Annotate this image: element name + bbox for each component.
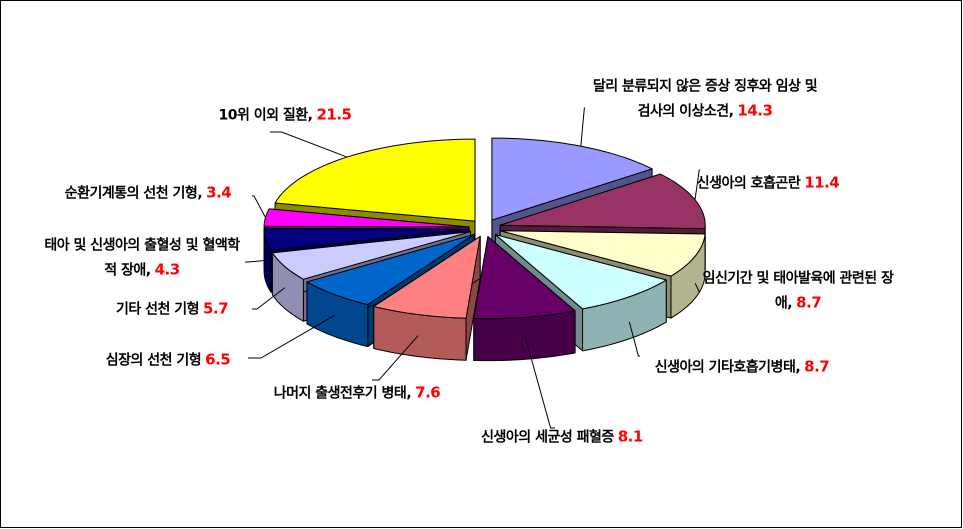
category-label: 기타 선천 기형 xyxy=(115,301,200,318)
slice-label: 태아 및 신생아의 출혈성 및 혈액학적 장애, 4.3 xyxy=(42,234,242,283)
value-label: 8.7 xyxy=(804,357,830,376)
slice-top xyxy=(271,231,472,280)
category-label: 심장의 선천 기형 xyxy=(105,352,202,369)
value-label: 8.1 xyxy=(617,427,644,446)
pie-slice xyxy=(373,235,481,361)
leader-line xyxy=(252,195,266,218)
leader-line xyxy=(252,287,286,310)
slice-label: 기타 선천 기형 5.7 xyxy=(82,297,262,322)
slice-top xyxy=(473,236,576,320)
leader-line xyxy=(580,107,585,147)
category-label: 태아 및 신생아의 출혈성 및 혈액학적 장애, xyxy=(44,237,240,279)
slice-top xyxy=(494,234,667,310)
leader-line xyxy=(694,283,700,293)
slice-label: 신생아의 호흡곤란 11.4 xyxy=(683,171,853,196)
slice-label: 신생아의 세균성 패혈증 8.1 xyxy=(432,425,692,450)
value-label: 7.6 xyxy=(415,383,441,402)
slice-label: 달리 분류되지 않은 증상 징후와 임상 및 검사의 이상소견, 14.3 xyxy=(585,75,825,124)
leader-line xyxy=(694,169,700,200)
slice-label: 심장의 선천 기형 6.5 xyxy=(78,348,258,373)
leader-line xyxy=(525,338,555,429)
slice-label: 신생아의 기타호흡기병태, 8.7 xyxy=(637,355,847,380)
leader-line xyxy=(372,335,419,381)
slice-top xyxy=(373,235,481,319)
slice-label: 나머지 출생전후기 병태, 7.6 xyxy=(227,381,487,406)
slice-top xyxy=(306,233,475,306)
value-label: 11.4 xyxy=(804,173,840,192)
slice-top xyxy=(263,227,470,251)
slice-label: 10위 이외 질환, 21.5 xyxy=(185,103,385,128)
category-label: 나머지 출생전후기 병태, xyxy=(273,385,412,402)
category-label: 신생아의 기타호흡기병태, xyxy=(654,359,801,376)
category-label: 신생아의 호흡곤란 xyxy=(696,175,801,192)
leader-line xyxy=(628,321,640,357)
pie-slice xyxy=(473,236,576,362)
leader-line xyxy=(270,131,348,158)
value-label: 8.7 xyxy=(796,293,822,312)
value-label: 3.4 xyxy=(206,183,232,202)
value-label: 5.7 xyxy=(202,299,229,318)
leader-line xyxy=(245,259,266,263)
value-label: 4.3 xyxy=(154,260,181,279)
category-label: 달리 분류되지 않은 증상 징후와 임상 및 검사의 이상소견, xyxy=(592,78,818,120)
leader-line xyxy=(248,315,335,359)
slice-top xyxy=(499,230,706,277)
category-label: 임신기간 및 태아발육에 관련된 장애, xyxy=(702,270,894,312)
value-label: 14.3 xyxy=(737,101,773,120)
pie-slice xyxy=(494,234,667,352)
slice-label: 순환기계통의 선천 기형, 3.4 xyxy=(38,181,258,206)
value-label: 6.5 xyxy=(205,350,231,369)
value-label: 21.5 xyxy=(316,105,352,124)
category-label: 순환기계통의 선천 기형, xyxy=(64,185,203,202)
category-label: 신생아의 세균성 패혈증 xyxy=(481,429,614,446)
slice-top xyxy=(499,173,706,230)
slice-label: 임신기간 및 태아발육에 관련된 장애, 8.7 xyxy=(693,267,903,316)
category-label: 10위 이외 질환, xyxy=(218,107,313,124)
